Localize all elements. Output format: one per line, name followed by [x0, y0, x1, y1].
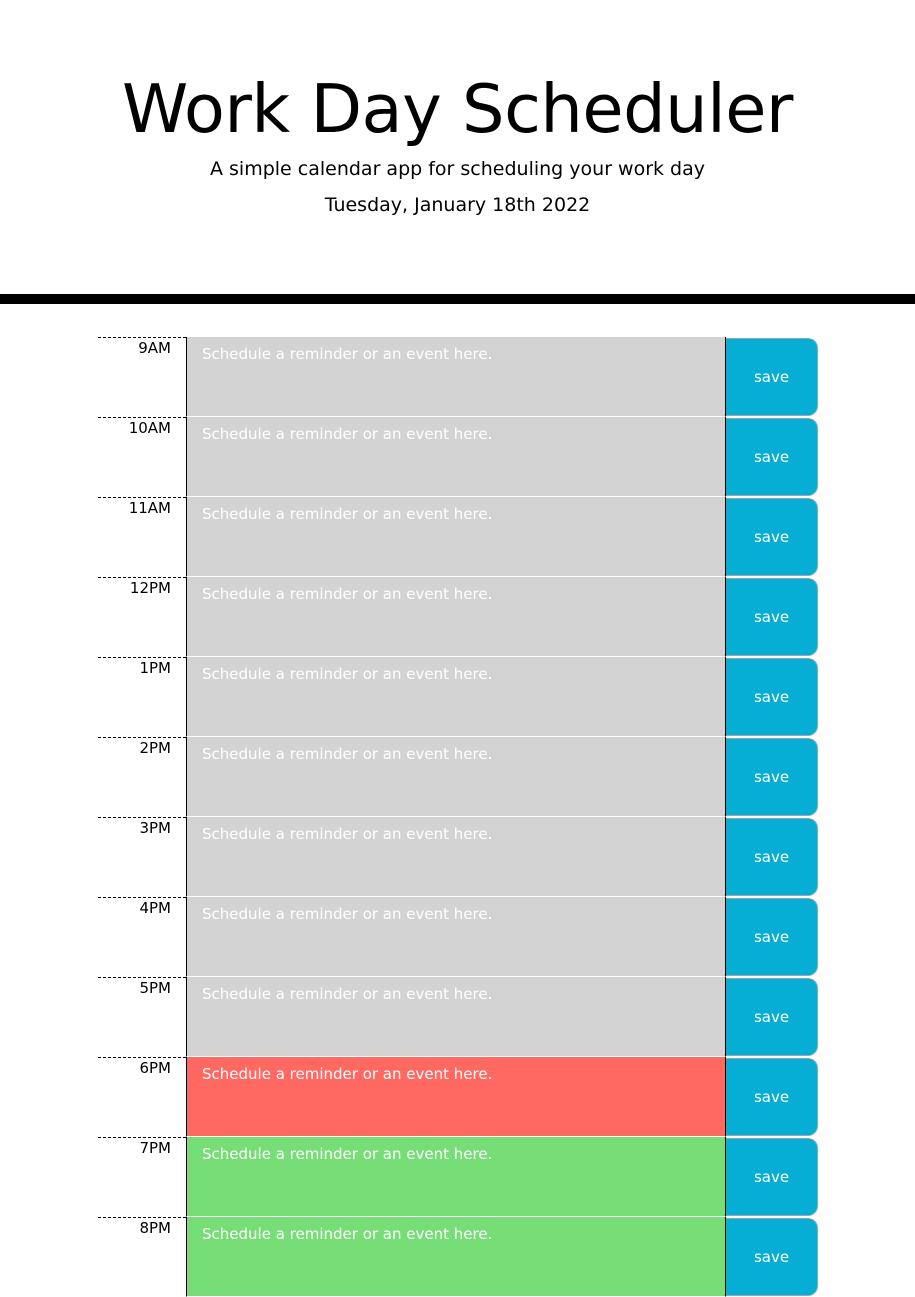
current-day: Tuesday, January 18th 2022 — [324, 194, 591, 216]
hour-label: 6PM — [98, 1057, 186, 1137]
time-block-row: 2PM Schedule a reminder or an event here.… — [98, 737, 818, 817]
save-button[interactable]: save — [726, 818, 818, 896]
event-description[interactable]: Schedule a reminder or an event here. — [186, 657, 726, 737]
save-button[interactable]: save — [726, 578, 818, 656]
event-placeholder: Schedule a reminder or an event here. — [202, 1225, 493, 1243]
event-placeholder: Schedule a reminder or an event here. — [202, 905, 493, 923]
event-placeholder: Schedule a reminder or an event here. — [202, 345, 493, 363]
save-button[interactable]: save — [726, 978, 818, 1056]
event-placeholder: Schedule a reminder or an event here. — [202, 1065, 493, 1083]
header: Work Day Scheduler A simple calendar app… — [0, 0, 915, 304]
event-description[interactable]: Schedule a reminder or an event here. — [186, 897, 726, 977]
hour-label: 9AM — [98, 337, 186, 417]
save-button[interactable]: save — [726, 498, 818, 576]
time-block-row: 7PM Schedule a reminder or an event here.… — [98, 1137, 818, 1217]
save-button[interactable]: save — [726, 1218, 818, 1296]
time-block-row: 8PM Schedule a reminder or an event here.… — [98, 1217, 818, 1297]
event-description[interactable]: Schedule a reminder or an event here. — [186, 497, 726, 577]
event-description[interactable]: Schedule a reminder or an event here. — [186, 817, 726, 897]
save-button[interactable]: save — [726, 738, 818, 816]
event-placeholder: Schedule a reminder or an event here. — [202, 825, 493, 843]
hour-label: 5PM — [98, 977, 186, 1057]
hour-label: 1PM — [98, 657, 186, 737]
time-block-row: 3PM Schedule a reminder or an event here.… — [98, 817, 818, 897]
time-block-row: 6PM Schedule a reminder or an event here.… — [98, 1057, 818, 1137]
save-button[interactable]: save — [726, 1138, 818, 1216]
page-subtitle: A simple calendar app for scheduling you… — [209, 158, 706, 180]
hour-label: 4PM — [98, 897, 186, 977]
time-block-row: 12PM Schedule a reminder or an event here… — [98, 577, 818, 657]
event-description[interactable]: Schedule a reminder or an event here. — [186, 977, 726, 1057]
event-placeholder: Schedule a reminder or an event here. — [202, 665, 493, 683]
hour-label: 12PM — [98, 577, 186, 657]
hour-label: 3PM — [98, 817, 186, 897]
event-description[interactable]: Schedule a reminder or an event here. — [186, 1057, 726, 1137]
event-description[interactable]: Schedule a reminder or an event here. — [186, 1217, 726, 1297]
save-button[interactable]: save — [726, 898, 818, 976]
event-description[interactable]: Schedule a reminder or an event here. — [186, 417, 726, 497]
event-placeholder: Schedule a reminder or an event here. — [202, 505, 493, 523]
event-placeholder: Schedule a reminder or an event here. — [202, 425, 493, 443]
time-block-row: 5PM Schedule a reminder or an event here.… — [98, 977, 818, 1057]
page-title: Work Day Scheduler — [122, 70, 793, 148]
time-block-row: 1PM Schedule a reminder or an event here.… — [98, 657, 818, 737]
time-block-row: 9AM Schedule a reminder or an event here.… — [98, 337, 818, 417]
schedule-container: 9AM Schedule a reminder or an event here.… — [98, 337, 818, 1297]
event-placeholder: Schedule a reminder or an event here. — [202, 745, 493, 763]
event-placeholder: Schedule a reminder or an event here. — [202, 585, 493, 603]
event-description[interactable]: Schedule a reminder or an event here. — [186, 337, 726, 417]
save-button[interactable]: save — [726, 658, 818, 736]
hour-label: 7PM — [98, 1137, 186, 1217]
hour-label: 8PM — [98, 1217, 186, 1297]
hour-label: 10AM — [98, 417, 186, 497]
event-description[interactable]: Schedule a reminder or an event here. — [186, 577, 726, 657]
time-block-row: 4PM Schedule a reminder or an event here.… — [98, 897, 818, 977]
hour-label: 11AM — [98, 497, 186, 577]
event-description[interactable]: Schedule a reminder or an event here. — [186, 737, 726, 817]
save-button[interactable]: save — [726, 1058, 818, 1136]
event-placeholder: Schedule a reminder or an event here. — [202, 1145, 493, 1163]
event-placeholder: Schedule a reminder or an event here. — [202, 985, 493, 1003]
time-block-row: 10AM Schedule a reminder or an event here… — [98, 417, 818, 497]
save-button[interactable]: save — [726, 418, 818, 496]
save-button[interactable]: save — [726, 338, 818, 416]
hour-label: 2PM — [98, 737, 186, 817]
time-block-row: 11AM Schedule a reminder or an event here… — [98, 497, 818, 577]
event-description[interactable]: Schedule a reminder or an event here. — [186, 1137, 726, 1217]
